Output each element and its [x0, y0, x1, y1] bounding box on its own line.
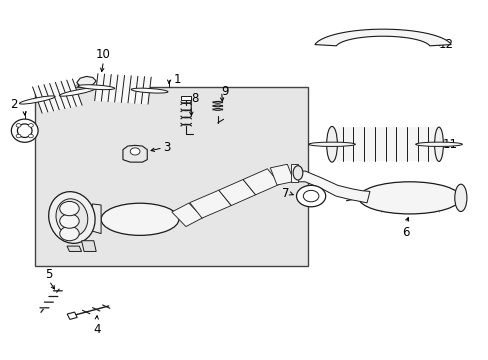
Text: 9: 9 — [221, 85, 229, 98]
Circle shape — [28, 134, 33, 138]
Text: 12: 12 — [438, 38, 453, 51]
Ellipse shape — [131, 88, 168, 93]
Text: 3: 3 — [163, 141, 170, 154]
Text: 6: 6 — [401, 226, 409, 239]
Ellipse shape — [59, 88, 95, 96]
Ellipse shape — [56, 199, 88, 236]
Circle shape — [60, 226, 79, 241]
Polygon shape — [218, 180, 255, 206]
Polygon shape — [270, 164, 293, 185]
Polygon shape — [295, 171, 369, 203]
Text: 4: 4 — [93, 323, 100, 336]
Polygon shape — [67, 312, 77, 319]
Polygon shape — [77, 76, 96, 86]
Circle shape — [60, 214, 79, 228]
Circle shape — [296, 185, 325, 207]
Ellipse shape — [434, 127, 443, 161]
Text: 11: 11 — [442, 138, 456, 151]
Polygon shape — [92, 204, 101, 234]
Text: 10: 10 — [96, 48, 111, 61]
Text: 5: 5 — [45, 268, 53, 281]
Ellipse shape — [18, 124, 32, 138]
Polygon shape — [243, 169, 279, 195]
Text: 8: 8 — [191, 92, 198, 105]
Text: 2: 2 — [10, 98, 17, 111]
Polygon shape — [171, 203, 203, 226]
Ellipse shape — [415, 142, 461, 147]
Circle shape — [16, 123, 21, 127]
Text: 7: 7 — [281, 187, 288, 200]
Ellipse shape — [292, 166, 302, 180]
Circle shape — [303, 190, 318, 202]
Polygon shape — [290, 164, 297, 182]
Polygon shape — [189, 190, 231, 218]
Circle shape — [130, 148, 140, 155]
Polygon shape — [67, 246, 81, 251]
Polygon shape — [331, 127, 438, 161]
Circle shape — [60, 202, 79, 216]
Polygon shape — [122, 145, 147, 162]
Ellipse shape — [326, 126, 337, 162]
Bar — [35, 87, 307, 266]
Ellipse shape — [20, 96, 55, 104]
Polygon shape — [33, 79, 82, 113]
Ellipse shape — [11, 119, 38, 142]
Polygon shape — [95, 74, 151, 104]
Bar — [181, 96, 191, 100]
Ellipse shape — [101, 203, 179, 235]
Polygon shape — [81, 241, 96, 251]
Ellipse shape — [49, 192, 95, 243]
Ellipse shape — [358, 182, 460, 214]
Text: 1: 1 — [174, 73, 181, 86]
Ellipse shape — [308, 142, 355, 147]
Ellipse shape — [454, 184, 466, 212]
Circle shape — [16, 134, 21, 138]
Polygon shape — [314, 29, 450, 46]
Circle shape — [28, 123, 33, 127]
Ellipse shape — [78, 85, 115, 90]
